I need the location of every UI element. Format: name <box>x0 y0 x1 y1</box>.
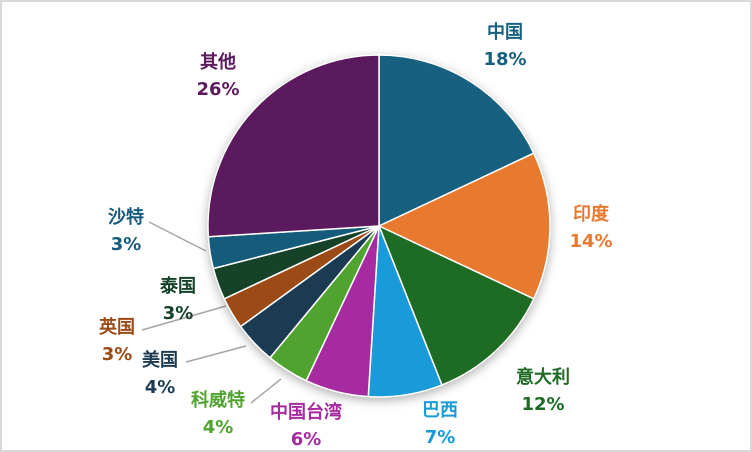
slice-label-name-kuwait: 科威特 <box>191 390 245 411</box>
slice-label-pct-brazil: 7% <box>424 427 456 448</box>
slice-label-name-usa: 美国 <box>142 350 178 371</box>
slice-label-name-taiwan: 中国台湾 <box>270 402 342 423</box>
slice-label-name-saudi: 沙特 <box>108 207 144 228</box>
slice-label-name-china: 中国 <box>487 22 523 43</box>
slice-label-pct-saudi: 3% <box>110 234 142 255</box>
slice-label-pct-thailand: 3% <box>162 303 194 324</box>
leader-line-usa <box>185 345 247 363</box>
slice-label-pct-taiwan: 6% <box>290 429 322 450</box>
slice-label-pct-india: 14% <box>569 231 613 252</box>
slice-label-name-brazil: 巴西 <box>422 400 458 421</box>
slice-label-pct-uk: 3% <box>101 344 133 365</box>
slice-label-name-uk: 英国 <box>99 317 135 338</box>
slice-label-italy: 意大利 12% <box>516 364 570 418</box>
slice-label-china: 中国 18% <box>483 19 526 73</box>
slice-label-usa: 美国 4% <box>142 347 178 401</box>
slice-label-name-others: 其他 <box>200 52 236 73</box>
slice-label-kuwait: 科威特 4% <box>191 387 245 441</box>
slice-label-thailand: 泰国 3% <box>160 273 196 327</box>
slice-label-name-thailand: 泰国 <box>160 276 196 297</box>
slice-label-india: 印度 14% <box>569 201 612 255</box>
slice-label-pct-kuwait: 4% <box>202 417 234 438</box>
slice-label-uk: 英国 3% <box>99 314 135 368</box>
slice-label-pct-others: 26% <box>196 79 240 100</box>
leader-lines-group <box>141 221 282 404</box>
pie-slice-others <box>207 54 380 238</box>
slice-label-taiwan: 中国台湾 6% <box>270 399 342 450</box>
slice-label-pct-italy: 12% <box>521 394 565 415</box>
slice-label-brazil: 巴西 7% <box>422 397 458 450</box>
slice-label-others: 其他 26% <box>196 49 239 103</box>
leader-line-uk <box>141 305 227 331</box>
slice-label-name-india: 印度 <box>573 204 609 225</box>
slice-label-name-italy: 意大利 <box>516 367 570 388</box>
slice-label-saudi: 沙特 3% <box>108 204 144 258</box>
slice-label-pct-china: 18% <box>483 49 527 70</box>
pie-slice-india <box>378 152 551 300</box>
pie-slices-group <box>207 54 551 398</box>
slice-label-pct-usa: 4% <box>144 377 176 398</box>
leader-line-saudi <box>148 221 207 252</box>
pie-slice-italy <box>378 225 535 386</box>
leader-line-kuwait <box>250 378 282 404</box>
pie-slice-china <box>378 54 535 227</box>
